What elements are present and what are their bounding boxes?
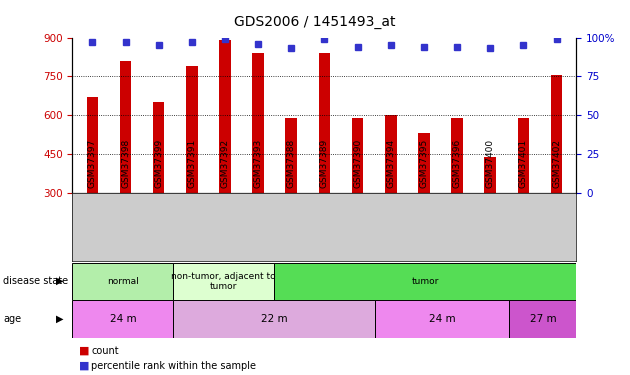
- Text: age: age: [3, 314, 21, 324]
- Bar: [285, 118, 297, 193]
- Text: GDS2006 / 1451493_at: GDS2006 / 1451493_at: [234, 15, 396, 29]
- Text: non-tumor, adjacent to
tumor: non-tumor, adjacent to tumor: [171, 272, 276, 291]
- Bar: [253, 53, 264, 193]
- Bar: [173, 300, 375, 338]
- Text: count: count: [91, 346, 119, 355]
- Bar: [319, 53, 330, 193]
- Bar: [518, 118, 529, 193]
- Bar: [72, 300, 173, 338]
- Bar: [551, 75, 563, 193]
- Bar: [153, 102, 164, 193]
- Bar: [418, 134, 430, 193]
- Text: ■: ■: [79, 346, 89, 355]
- Text: normal: normal: [107, 277, 139, 286]
- Bar: [274, 262, 576, 300]
- Text: tumor: tumor: [411, 277, 439, 286]
- Text: disease state: disease state: [3, 276, 68, 286]
- Bar: [451, 118, 463, 193]
- Bar: [375, 300, 509, 338]
- Text: 24 m: 24 m: [429, 314, 455, 324]
- Text: 27 m: 27 m: [530, 314, 556, 324]
- Bar: [72, 262, 173, 300]
- Bar: [120, 61, 131, 193]
- Bar: [484, 157, 496, 193]
- Text: ▶: ▶: [55, 314, 63, 324]
- Text: ■: ■: [79, 361, 89, 370]
- Bar: [86, 97, 98, 193]
- Bar: [186, 66, 198, 193]
- Text: ▶: ▶: [55, 276, 63, 286]
- Bar: [385, 116, 396, 193]
- Bar: [509, 300, 576, 338]
- Bar: [219, 40, 231, 193]
- Bar: [173, 262, 274, 300]
- Text: percentile rank within the sample: percentile rank within the sample: [91, 361, 256, 370]
- Bar: [352, 118, 364, 193]
- Text: 22 m: 22 m: [261, 314, 287, 324]
- Text: 24 m: 24 m: [110, 314, 136, 324]
